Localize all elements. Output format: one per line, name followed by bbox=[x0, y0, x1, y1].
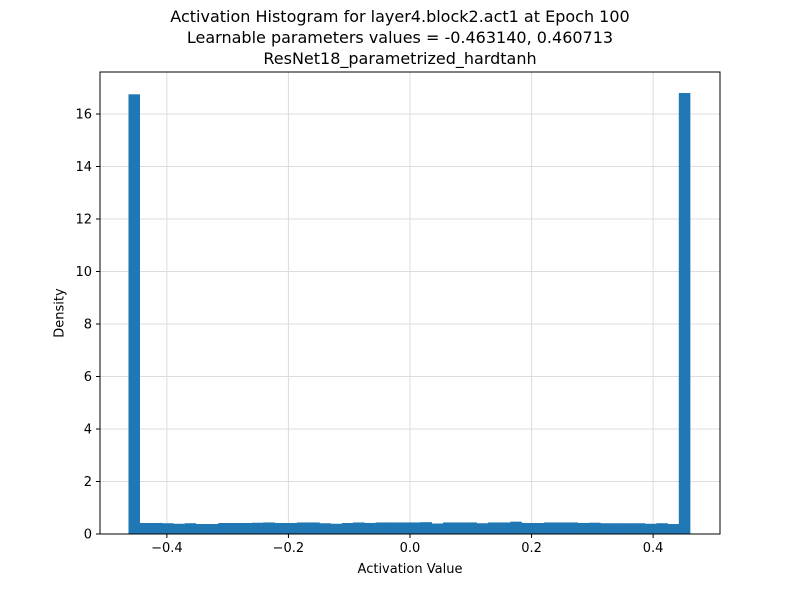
y-tick-label: 16 bbox=[75, 108, 92, 123]
histogram-bar bbox=[285, 522, 298, 534]
histogram-bar bbox=[431, 523, 444, 534]
histogram-bar bbox=[162, 523, 174, 534]
histogram-bar bbox=[229, 522, 242, 534]
x-tick-label: 0.0 bbox=[400, 541, 421, 556]
histogram-bar bbox=[678, 93, 691, 534]
y-axis-label: Density bbox=[52, 288, 68, 338]
histogram-bar bbox=[375, 522, 388, 534]
histogram-bar bbox=[398, 522, 410, 534]
histogram-bar bbox=[353, 522, 365, 534]
axis-ticks: −0.4 −0.2 0.0 0.2 0.4 0 2 4 6 8 10 12 14 16 bbox=[75, 108, 663, 557]
histogram-bar bbox=[645, 523, 657, 534]
y-tick-label: 14 bbox=[75, 160, 92, 175]
histogram-bar bbox=[207, 524, 219, 534]
histogram-bar bbox=[296, 522, 309, 534]
histogram-bar bbox=[600, 523, 612, 534]
histogram-bar bbox=[150, 522, 163, 534]
histogram-bar bbox=[656, 523, 668, 534]
y-tick-label: 4 bbox=[84, 423, 92, 438]
y-tick-label: 0 bbox=[84, 528, 92, 543]
histogram-bar bbox=[544, 522, 556, 534]
histogram-bar bbox=[521, 522, 534, 534]
histogram-bar bbox=[622, 523, 635, 534]
histogram-bar bbox=[240, 522, 253, 534]
chart-title-line-1: Activation Histogram for layer4.block2.a… bbox=[170, 7, 630, 26]
histogram-bar bbox=[263, 522, 275, 534]
y-tick-label: 2 bbox=[84, 475, 92, 490]
chart-title-line-3: ResNet18_parametrized_hardtanh bbox=[263, 49, 537, 68]
histogram-bar bbox=[667, 524, 680, 534]
histogram-bar bbox=[577, 522, 590, 534]
y-tick-label: 6 bbox=[84, 370, 92, 385]
histogram-bar bbox=[566, 522, 579, 534]
histogram-bar bbox=[386, 522, 399, 534]
y-tick-label: 10 bbox=[75, 265, 92, 280]
x-tick-label: −0.2 bbox=[273, 541, 305, 556]
grid bbox=[100, 72, 720, 535]
histogram-bar bbox=[364, 522, 376, 534]
histogram-bar bbox=[499, 522, 511, 534]
histogram-bar bbox=[532, 522, 545, 534]
histogram-bar bbox=[252, 522, 264, 534]
histogram-bars bbox=[128, 93, 691, 534]
histogram-bar bbox=[274, 522, 287, 534]
histogram-bar bbox=[465, 522, 477, 534]
histogram-bar bbox=[442, 522, 455, 534]
histogram-bar bbox=[454, 522, 466, 534]
x-tick-label: 0.2 bbox=[521, 541, 542, 556]
histogram-bar bbox=[611, 523, 623, 534]
histogram-bar bbox=[420, 522, 433, 534]
histogram-bar bbox=[588, 522, 601, 534]
chart-title-line-2: Learnable parameters values = -0.463140,… bbox=[186, 28, 614, 47]
histogram-bar bbox=[330, 523, 343, 534]
histogram-bar bbox=[173, 523, 185, 534]
histogram-bar bbox=[409, 522, 421, 534]
histogram-bar bbox=[184, 523, 197, 534]
histogram-bar bbox=[487, 522, 500, 534]
histogram-bar bbox=[555, 522, 567, 534]
histogram-bar bbox=[195, 524, 208, 534]
histogram-bar bbox=[308, 522, 320, 534]
y-tick-label: 8 bbox=[84, 318, 92, 333]
histogram-bar bbox=[510, 521, 522, 534]
x-axis-label: Activation Value bbox=[357, 562, 463, 577]
histogram-bar bbox=[341, 522, 354, 534]
histogram-bar bbox=[218, 522, 230, 534]
histogram-bar bbox=[476, 523, 489, 534]
x-tick-label: 0.4 bbox=[643, 541, 664, 556]
y-tick-label: 12 bbox=[75, 213, 92, 228]
histogram-bar bbox=[128, 94, 141, 534]
histogram-bar bbox=[319, 523, 331, 534]
x-tick-label: −0.4 bbox=[151, 541, 183, 556]
histogram-bar bbox=[633, 523, 646, 534]
histogram-bar bbox=[139, 522, 152, 534]
